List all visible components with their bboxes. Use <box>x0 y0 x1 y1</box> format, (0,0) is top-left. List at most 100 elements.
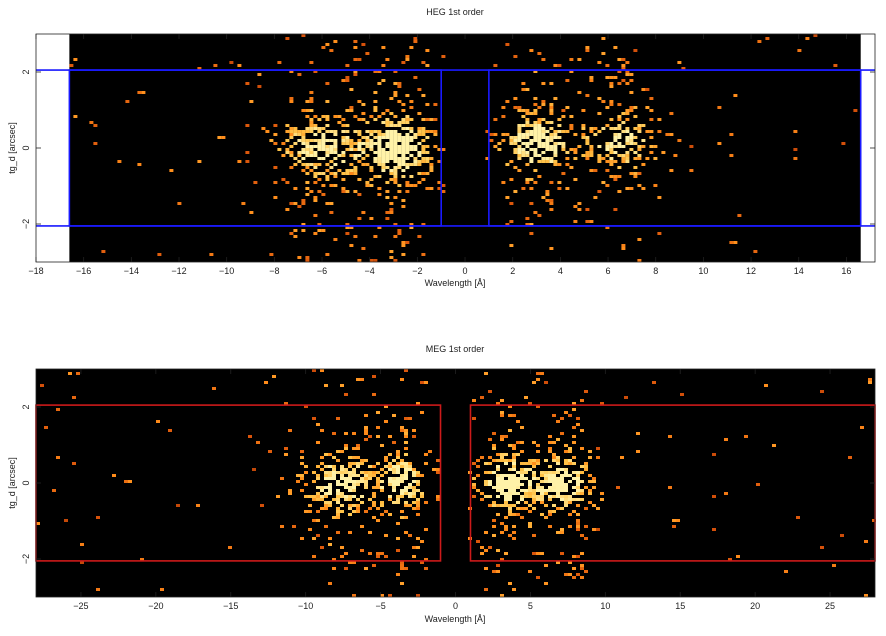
meg-count-cell <box>496 402 500 405</box>
heg-count-cell <box>305 259 310 262</box>
meg-count-cell <box>488 480 492 483</box>
meg-count-cell <box>564 501 568 504</box>
heg-count-cell <box>625 61 630 64</box>
heg-count-cell <box>429 187 434 190</box>
heg-x-ticks: −18 −16 −14 −12 −10 −8 −6 −4 −2 0 2 4 6 8 10 12 14 16 <box>28 34 851 276</box>
heg-count-cell <box>517 106 522 109</box>
meg-count-cell <box>572 408 576 411</box>
heg-count-cell <box>433 130 438 133</box>
heg-count-cell <box>405 115 410 118</box>
meg-count-cell <box>548 498 552 501</box>
heg-count-cell <box>565 187 570 190</box>
meg-count-cell <box>504 474 508 477</box>
heg-count-cell <box>413 163 418 166</box>
meg-count-cell <box>312 480 316 483</box>
heg-count-cell <box>305 166 310 169</box>
meg-count-cell <box>272 375 276 378</box>
meg-count-cell <box>480 498 484 501</box>
heg-count-cell <box>325 169 330 172</box>
heg-count-cell <box>353 130 358 133</box>
heg-count-cell <box>309 121 314 124</box>
heg-count-cell <box>441 148 446 151</box>
meg-count-cell <box>356 498 360 501</box>
heg-count-cell <box>409 118 414 121</box>
heg-count-cell <box>313 172 318 175</box>
meg-count-cell <box>404 504 408 507</box>
heg-count-cell <box>545 139 550 142</box>
heg-count-cell <box>417 130 422 133</box>
heg-count-cell <box>425 130 430 133</box>
meg-count-cell <box>568 447 572 450</box>
meg-count-cell <box>512 474 516 477</box>
meg-count-cell <box>372 516 376 519</box>
meg-count-cell <box>532 477 536 480</box>
meg-count-cell <box>520 450 524 453</box>
meg-count-cell <box>268 450 272 453</box>
meg-count-cell <box>500 594 504 597</box>
heg-count-cell <box>377 70 382 73</box>
heg-count-cell <box>353 142 358 145</box>
heg-count-cell <box>533 97 538 100</box>
meg-count-cell <box>568 414 572 417</box>
heg-count-cell <box>561 142 566 145</box>
heg-count-cell <box>353 235 358 238</box>
heg-count-cell <box>293 187 298 190</box>
heg-count-cell <box>245 160 250 163</box>
heg-count-cell <box>125 100 130 103</box>
heg-count-cell <box>505 196 510 199</box>
meg-count-cell <box>320 546 324 549</box>
heg-count-cell <box>305 187 310 190</box>
heg-count-cell <box>529 142 534 145</box>
meg-count-cell <box>68 372 72 375</box>
heg-count-cell <box>545 199 550 202</box>
heg-count-cell <box>333 172 338 175</box>
meg-count-cell <box>524 468 528 471</box>
heg-count-cell <box>365 163 370 166</box>
heg-count-cell <box>513 148 518 151</box>
meg-count-cell <box>352 432 356 435</box>
meg-count-cell <box>408 495 412 498</box>
meg-count-cell <box>376 411 380 414</box>
heg-count-cell <box>625 151 630 154</box>
meg-count-cell <box>492 501 496 504</box>
meg-count-cell <box>492 432 496 435</box>
heg-count-cell <box>533 169 538 172</box>
meg-count-cell <box>408 462 412 465</box>
heg-count-cell <box>625 142 630 145</box>
heg-count-cell <box>513 136 518 139</box>
meg-count-cell <box>544 381 548 384</box>
heg-count-cell <box>549 181 554 184</box>
meg-count-cell <box>336 459 340 462</box>
heg-count-cell <box>373 235 378 238</box>
meg-count-cell <box>360 495 364 498</box>
meg-count-cell <box>552 474 556 477</box>
heg-count-cell <box>325 175 330 178</box>
meg-count-cell <box>504 525 508 528</box>
heg-count-cell <box>369 139 374 142</box>
meg-count-cell <box>504 483 508 486</box>
heg-count-cell <box>397 151 402 154</box>
meg-count-cell <box>356 480 360 483</box>
meg-count-cell <box>328 471 332 474</box>
meg-count-cell <box>356 447 360 450</box>
meg-count-cell <box>480 552 484 555</box>
meg-count-cell <box>560 498 564 501</box>
meg-count-cell <box>524 501 528 504</box>
meg-count-cell <box>484 588 488 591</box>
meg-count-cell <box>872 519 876 522</box>
heg-count-cell <box>549 199 554 202</box>
heg-count-cell <box>309 127 314 130</box>
heg-count-cell <box>553 133 558 136</box>
heg-count-cell <box>357 139 362 142</box>
heg-count-cell <box>393 166 398 169</box>
heg-count-cell <box>669 112 674 115</box>
meg-count-cell <box>544 489 548 492</box>
heg-count-cell <box>325 139 330 142</box>
meg-count-cell <box>596 447 600 450</box>
heg-count-cell <box>393 91 398 94</box>
heg-count-cell <box>393 175 398 178</box>
meg-count-cell <box>336 489 340 492</box>
meg-count-cell <box>544 474 548 477</box>
meg-count-cell <box>568 561 572 564</box>
heg-count-cell <box>633 49 638 52</box>
